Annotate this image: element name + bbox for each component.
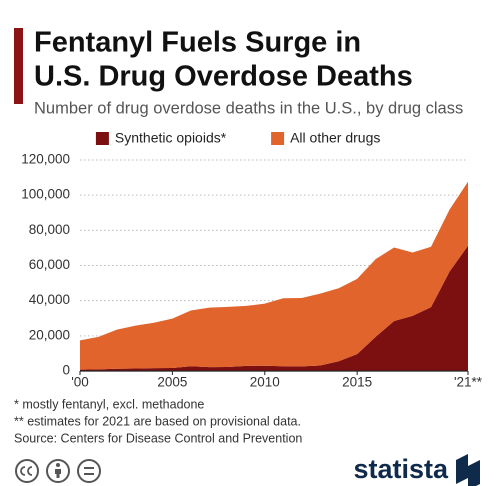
x-tick-label: '21**	[454, 375, 483, 390]
x-tick-label: 2010	[250, 375, 280, 390]
legend-swatch	[271, 132, 285, 145]
y-tick-label: 40,000	[29, 292, 70, 307]
y-tick-label: 100,000	[21, 187, 70, 202]
chart-title-line: U.S. Drug Overdose Deaths	[34, 61, 413, 93]
brand-icon	[456, 454, 480, 486]
y-tick-label: 0	[62, 363, 70, 378]
y-tick-label: 60,000	[29, 257, 70, 272]
y-tick-label: 20,000	[29, 327, 70, 342]
area	[80, 245, 468, 371]
legend-label: All other drugs	[290, 130, 380, 146]
x-tick-label: 2015	[342, 375, 372, 390]
x-tick-label: 2005	[157, 375, 187, 390]
chart-subtitle: Number of drug overdose deaths in the U.…	[34, 99, 463, 117]
legend-swatch	[95, 132, 109, 145]
footnote: * mostly fentanyl, excl. methadone	[14, 397, 204, 411]
license-icons	[15, 459, 101, 483]
legend-label: Synthetic opioids*	[115, 130, 227, 146]
footnote: ** estimates for 2021 are based on provi…	[14, 414, 301, 428]
y-tick-label: 120,000	[21, 152, 70, 167]
chart-title-line: Fentanyl Fuels Surge in	[34, 27, 361, 59]
source: Source: Centers for Disease Control and …	[14, 431, 302, 445]
brand-logo: statista	[353, 454, 449, 484]
y-tick-label: 80,000	[29, 222, 70, 237]
area	[80, 181, 468, 370]
title-accent	[14, 28, 23, 104]
x-tick-label: '00	[71, 375, 89, 390]
